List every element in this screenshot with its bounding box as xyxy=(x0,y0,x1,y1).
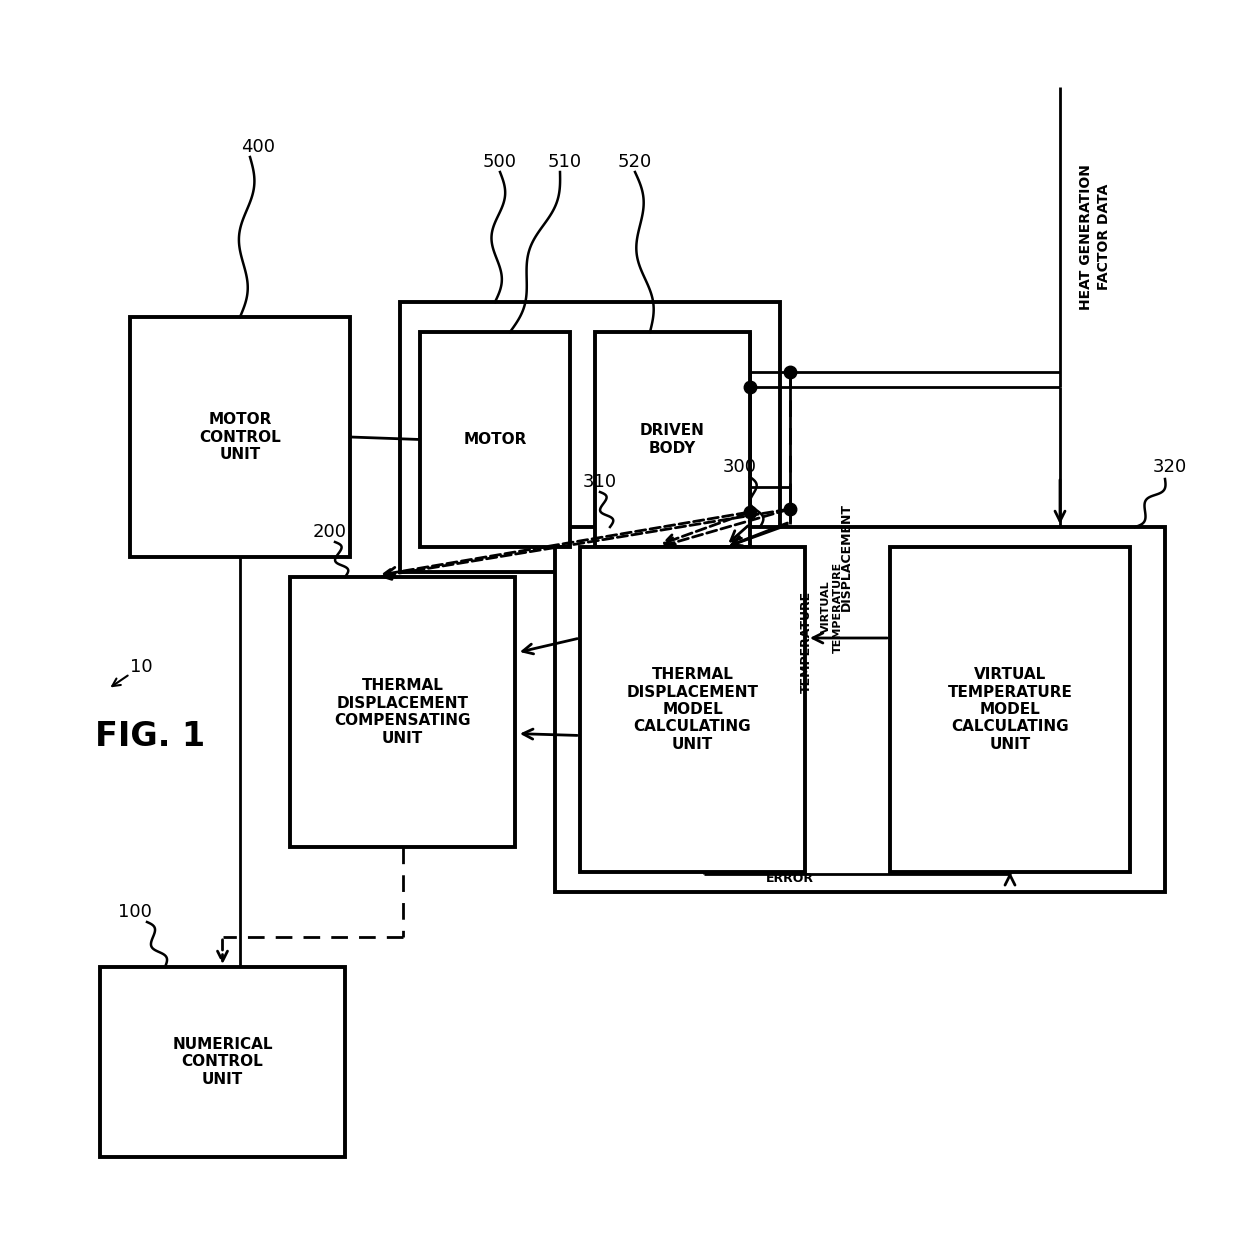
Text: HEAT GENERATION
FACTOR DATA: HEAT GENERATION FACTOR DATA xyxy=(1079,165,1111,310)
Text: DRIVEN
BODY: DRIVEN BODY xyxy=(640,423,704,455)
Bar xyxy=(100,967,345,1157)
Text: VIRTUAL
TEMPERATURE
MODEL
CALCULATING
UNIT: VIRTUAL TEMPERATURE MODEL CALCULATING UN… xyxy=(947,667,1073,752)
Text: TEMPERATURE: TEMPERATURE xyxy=(800,591,813,693)
Text: FIG. 1: FIG. 1 xyxy=(95,720,205,753)
Bar xyxy=(401,302,780,571)
Bar xyxy=(595,332,750,547)
Bar xyxy=(290,576,515,847)
Bar xyxy=(556,527,1166,892)
Text: MOTOR
CONTROL
UNIT: MOTOR CONTROL UNIT xyxy=(200,412,281,461)
Text: 300: 300 xyxy=(723,458,756,476)
Text: 310: 310 xyxy=(583,473,618,491)
Text: DISPLACEMENT: DISPLACEMENT xyxy=(839,503,853,611)
Text: ERROR: ERROR xyxy=(766,872,813,886)
Text: 510: 510 xyxy=(548,153,582,171)
Text: VIRTUAL
TEMPERATURE: VIRTUAL TEMPERATURE xyxy=(821,562,843,653)
Text: 520: 520 xyxy=(618,153,652,171)
Text: 10: 10 xyxy=(130,658,153,675)
Text: 100: 100 xyxy=(118,903,153,922)
Text: NUMERICAL
CONTROL
UNIT: NUMERICAL CONTROL UNIT xyxy=(172,1037,273,1087)
Text: 500: 500 xyxy=(484,153,517,171)
Text: 320: 320 xyxy=(1153,458,1187,476)
Text: MOTOR: MOTOR xyxy=(464,432,527,447)
Text: THERMAL
DISPLACEMENT
MODEL
CALCULATING
UNIT: THERMAL DISPLACEMENT MODEL CALCULATING U… xyxy=(626,667,759,752)
Text: THERMAL
DISPLACEMENT
COMPENSATING
UNIT: THERMAL DISPLACEMENT COMPENSATING UNIT xyxy=(335,678,471,746)
Bar xyxy=(580,547,805,872)
Text: 200: 200 xyxy=(312,523,347,541)
Bar xyxy=(420,332,570,547)
Text: 400: 400 xyxy=(241,139,275,156)
Bar xyxy=(130,317,350,557)
Bar xyxy=(890,547,1130,872)
